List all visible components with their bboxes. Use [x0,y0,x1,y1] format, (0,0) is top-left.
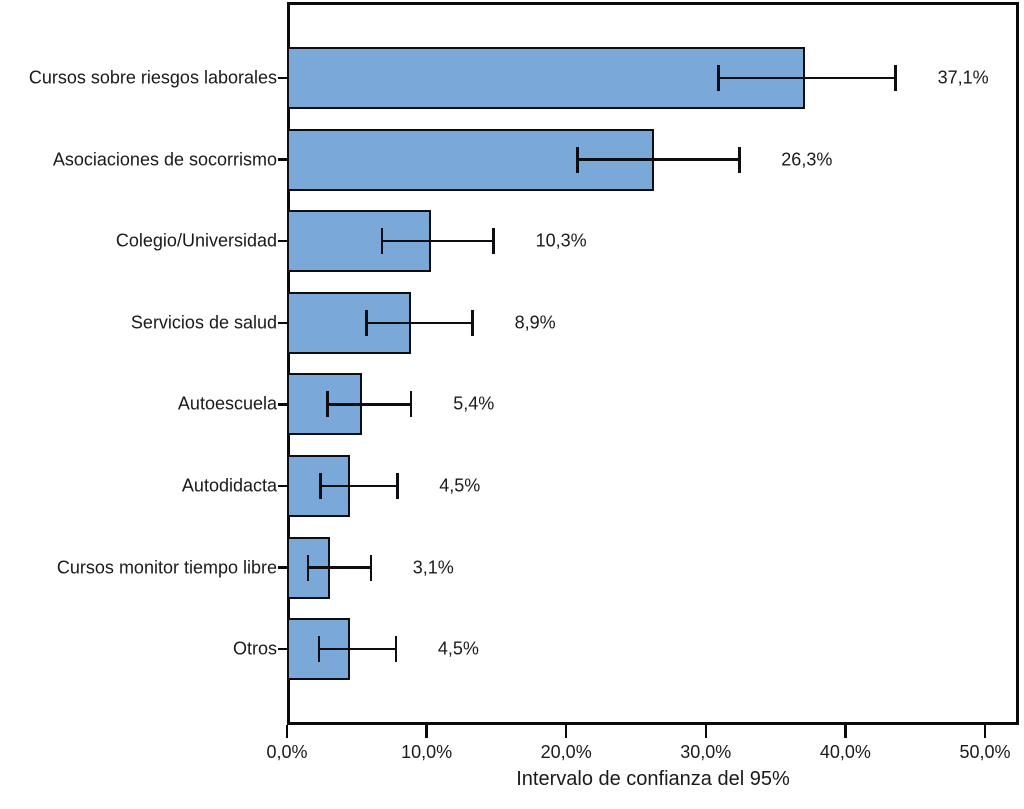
x-axis-title: Intervalo de confianza del 95% [516,768,790,790]
error-bar [381,239,494,243]
category-label: Colegio/Universidad [115,230,277,251]
y-axis-tick [278,484,287,488]
x-axis-tick-label: 0,0% [266,742,308,762]
value-label: 10,3% [535,230,587,251]
error-bar [366,321,473,325]
error-bar-cap-low [717,65,720,91]
error-bar-cap-high [738,146,741,173]
y-axis-tick [278,239,287,243]
error-bar-cap-high [409,391,413,418]
y-axis-tick [278,403,287,406]
category-label: Autoescuela [177,393,277,414]
x-axis-tick-label: 50,0% [959,742,1011,762]
y-axis-tick [278,566,287,569]
x-axis-tick-label: 40,0% [819,742,871,762]
error-bar [320,484,398,488]
x-axis-tick [564,725,568,738]
category-label: Cursos sobre riesgos laborales [28,67,277,88]
value-label: 26,3% [781,149,833,170]
y-axis-tick [278,158,287,161]
error-bar-cap-low [319,473,322,499]
x-axis-tick [425,725,428,738]
x-axis-tick [285,725,289,738]
error-bar-cap-low [326,391,329,418]
x-axis-tick [844,725,847,738]
y-axis-tick [278,76,287,80]
error-bar-cap-low [576,146,579,173]
y-axis-tick [278,647,287,651]
category-label: Autodidacta [181,475,277,496]
error-bar-cap-low [365,309,368,336]
x-axis-tick-label: 30,0% [680,742,732,762]
x-axis-tick-label: 10,0% [401,742,453,762]
plot-area-frame [287,2,1019,725]
category-label: Otros [232,638,277,659]
value-label: 4,5% [437,638,479,659]
value-label: 3,1% [412,557,454,578]
error-bar [307,566,371,569]
y-axis-tick [278,321,287,325]
error-bar [319,647,396,651]
error-bar-cap-high [369,554,372,581]
value-label: 5,4% [453,393,495,414]
error-bar [718,76,896,80]
error-bar [327,403,412,406]
category-label: Cursos monitor tiempo libre [56,557,277,578]
error-bar-cap-low [380,228,384,255]
value-label: 37,1% [937,67,989,88]
error-bar-cap-high [471,309,474,336]
error-bar-cap-low [317,636,321,663]
x-axis-tick [704,725,708,738]
x-axis-tick-label: 20,0% [540,742,592,762]
error-bar [577,158,740,161]
value-label: 8,9% [514,312,556,333]
x-axis-tick [983,725,987,738]
error-bar-cap-high [396,473,399,499]
error-bar-cap-low [306,554,310,581]
category-label: Servicios de salud [130,312,277,333]
value-label: 4,5% [439,475,481,496]
error-bar-cap-high [492,228,495,255]
error-bar-cap-high [894,65,897,91]
category-label: Asociaciones de socorrismo [52,149,277,170]
error-bar-cap-high [394,636,398,663]
